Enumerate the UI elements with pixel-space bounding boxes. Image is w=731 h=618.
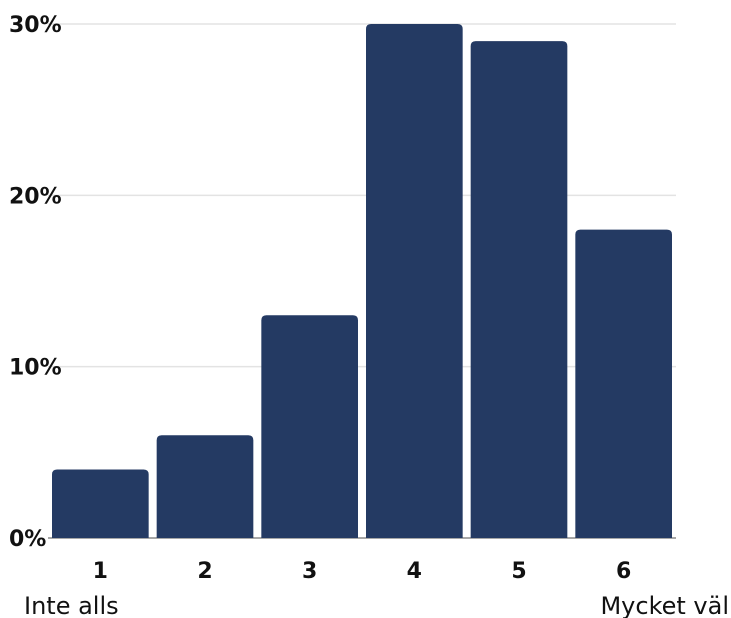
y-axis-tick-labels: 0% 10% 20% 30% <box>9 13 62 552</box>
bar-6 <box>575 229 672 538</box>
bar-2 <box>156 435 254 538</box>
scale-high-label: Mycket väl <box>600 592 729 618</box>
x-tick-label: 2 <box>197 559 212 584</box>
bar-5 <box>470 41 568 539</box>
y-tick-label: 0% <box>9 527 46 552</box>
bars-layer <box>52 24 672 539</box>
x-tick-label: 5 <box>511 559 526 584</box>
x-tick-label: 4 <box>407 559 422 584</box>
y-tick-label: 30% <box>9 13 62 38</box>
x-tick-label: 6 <box>616 559 631 584</box>
bar-1 <box>52 469 149 538</box>
y-tick-label: 10% <box>9 356 62 381</box>
x-tick-label: 1 <box>93 559 108 584</box>
y-tick-label: 20% <box>9 184 62 209</box>
bar-3 <box>261 315 358 538</box>
bar-4 <box>366 24 463 538</box>
x-tick-label: 3 <box>302 559 317 584</box>
grid-layer <box>48 23 676 539</box>
scale-low-label: Inte alls <box>24 592 119 618</box>
x-axis-tick-labels: 1 2 3 4 5 6 <box>93 559 632 584</box>
